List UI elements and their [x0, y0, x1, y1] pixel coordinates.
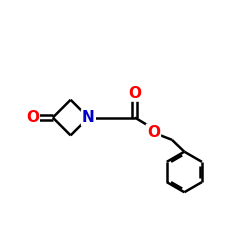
Text: O: O [128, 86, 141, 100]
Text: O: O [147, 125, 160, 140]
Text: O: O [26, 110, 39, 125]
Text: N: N [82, 110, 95, 125]
